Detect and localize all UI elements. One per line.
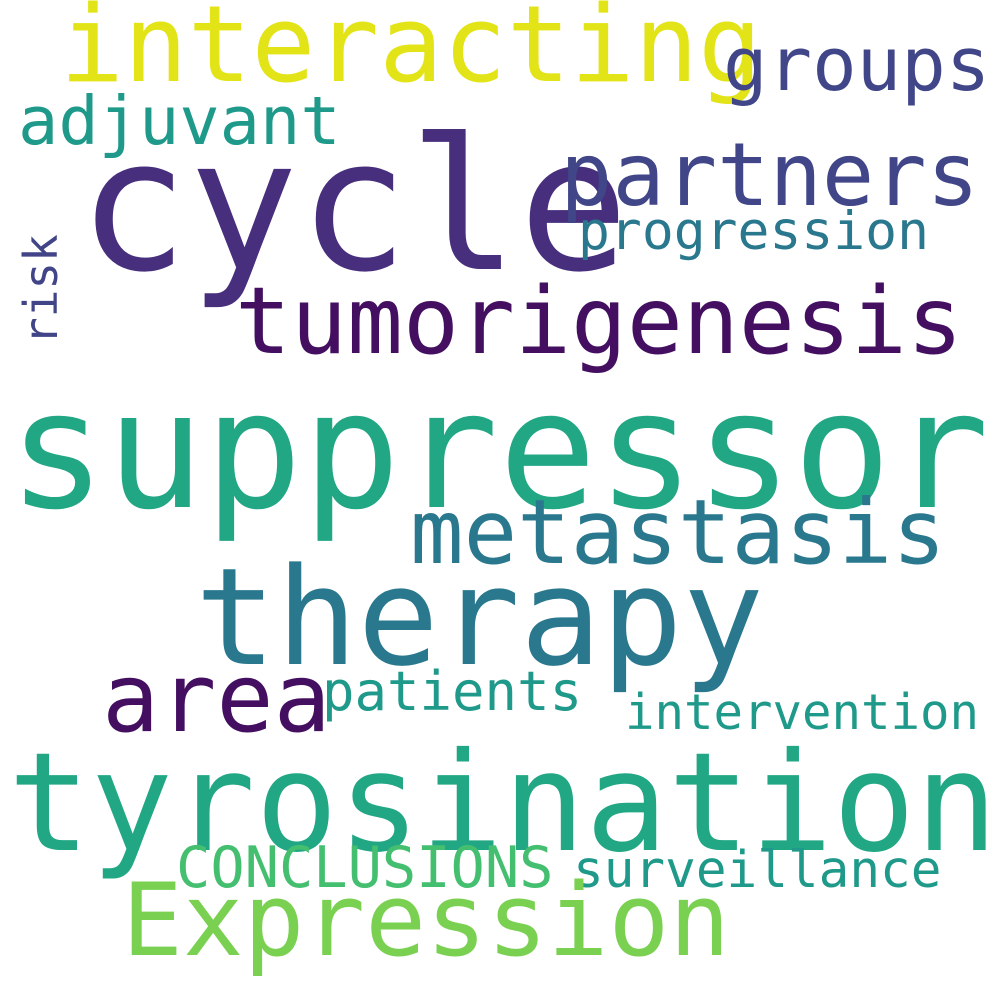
word-tyrosination: tyrosination — [8, 724, 998, 883]
word-tumorigenesis: tumorigenesis — [235, 267, 963, 375]
word-patients: patients — [322, 660, 583, 723]
word-metastasis: metastasis — [410, 480, 946, 584]
word-area: area — [102, 644, 331, 754]
word-interacting: interacting — [60, 0, 762, 106]
word-risk: risk — [14, 234, 68, 345]
word-adjuvant: adjuvant — [18, 82, 341, 160]
word-groups: groups — [723, 22, 991, 108]
word-surveillance: surveillance — [573, 841, 942, 900]
word-partners: partners — [560, 124, 980, 226]
word-intervention: intervention — [625, 684, 980, 741]
word-suppressor: suppressor — [8, 357, 990, 546]
word-progression: progression — [578, 201, 929, 262]
word-cycle: cycle — [78, 100, 629, 313]
word-expression: Expression — [122, 861, 731, 979]
word-conclusions: CONCLUSIONS — [176, 835, 554, 901]
word-therapy: therapy — [195, 539, 764, 696]
